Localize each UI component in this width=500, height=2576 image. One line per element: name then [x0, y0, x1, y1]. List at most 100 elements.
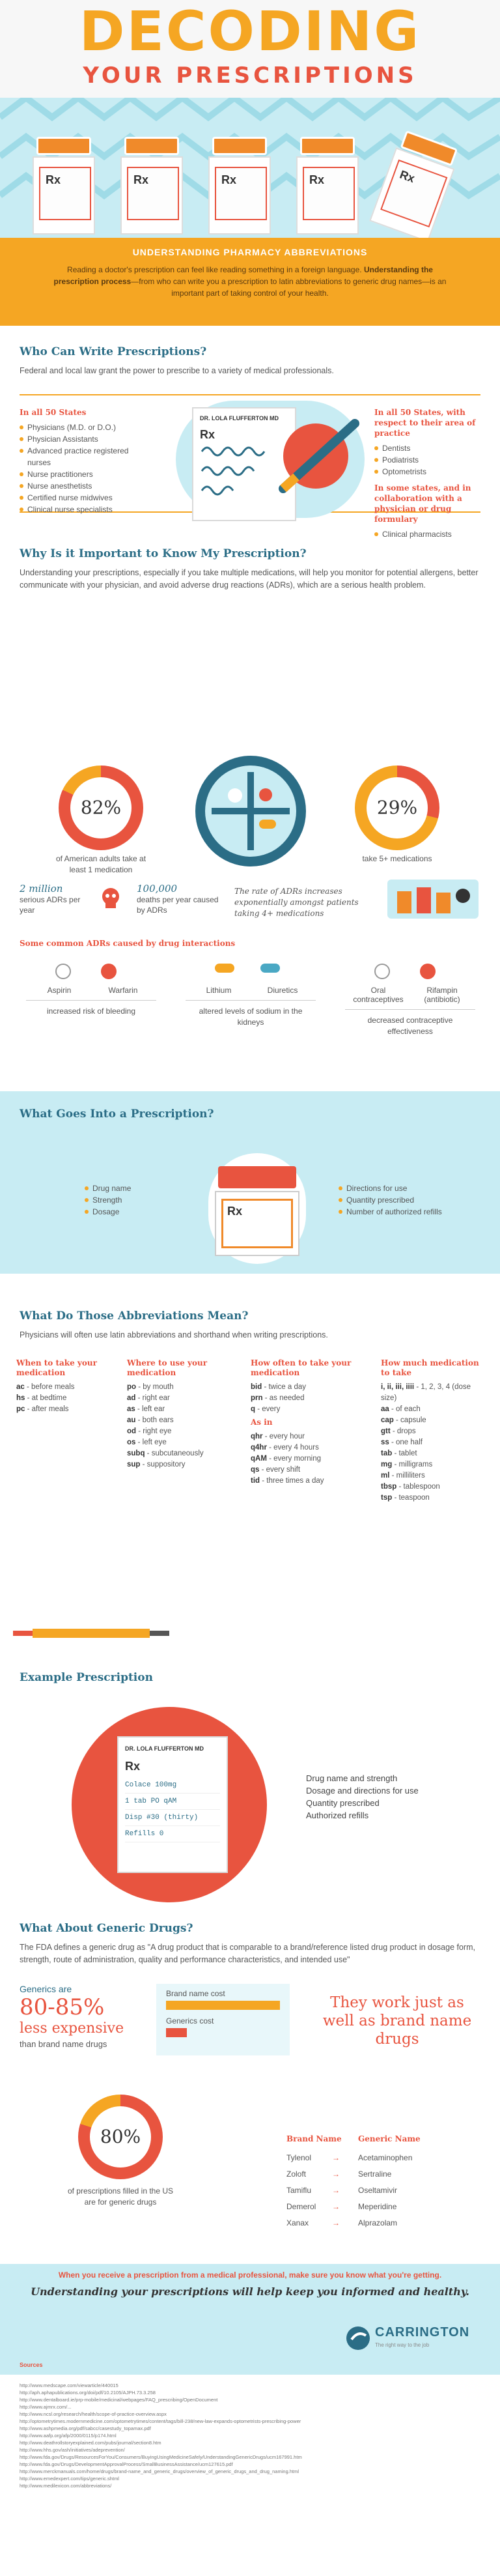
abbr-row: cap - capsule — [381, 1416, 426, 1424]
pen-icon — [13, 1629, 169, 1638]
source-link[interactable]: http://www.deathrollstoryexplained.com/p… — [20, 2440, 161, 2446]
legend-item: Dosage and directions for use — [306, 1786, 419, 1796]
section-subtitle: UNDERSTANDING PHARMACY ABBREVIATIONS — [132, 247, 368, 257]
list-item: Directions for use — [339, 1182, 469, 1194]
pill-icon — [26, 961, 156, 983]
intro-band: UNDERSTANDING PHARMACY ABBREVIATIONS Rea… — [0, 238, 500, 326]
generic-name: Oseltamivir — [358, 2186, 398, 2195]
list-item: Number of authorized refills — [339, 1206, 469, 1218]
source-link[interactable]: http://www.fda.gov/Drugs/ResourcesForYou… — [20, 2454, 302, 2460]
abbr-row: ac - before meals — [16, 1383, 75, 1391]
page-subtitle: YOUR PRESCRIPTIONS — [83, 63, 417, 89]
prescription-line: Refills 0 — [125, 1826, 220, 1842]
abbr-row: aa - of each — [381, 1405, 421, 1413]
list-item: Advanced practice registered nurses — [20, 445, 143, 468]
arrow-icon: → — [332, 2169, 340, 2179]
abbr-row: qs - every shift — [251, 1466, 301, 1474]
footer-band — [0, 2264, 500, 2375]
drug-name: Aspirin — [47, 986, 72, 995]
drug-name: Rifampin (antibiotic) — [424, 986, 460, 1004]
brand-name: Tylenol — [286, 2153, 312, 2162]
abbr-row: subq - subcutaneously — [127, 1450, 204, 1457]
source-link[interactable]: http://www.ashpmedia.org/pdf/sabcc/cases… — [20, 2426, 151, 2431]
list-item: Physicians (M.D. or D.O.) — [20, 422, 143, 433]
abbr-row: au - both ears — [127, 1416, 174, 1424]
stat-donut-80: 80% — [78, 2095, 163, 2179]
abbr-row: sup - suppository — [127, 1461, 186, 1468]
generic-title: What About Generic Drugs? — [20, 1922, 193, 1935]
footer-line1: When you receive a prescription from a m… — [58, 2270, 442, 2280]
stat-donut-82: 82% — [59, 766, 143, 850]
abbr-row: ss - one half — [381, 1438, 423, 1446]
sources-list: http://www.medscape.com/viewarticle/4400… — [20, 2382, 480, 2489]
source-link[interactable]: http://www.ajmrx.com/... — [20, 2404, 72, 2410]
adr-count-stat: 2 million serious ADRs per year — [20, 883, 81, 915]
generic-heading: Generic Name — [358, 2134, 421, 2143]
why-text: Understanding your prescriptions, especi… — [20, 568, 479, 590]
abbr-row: i, ii, iii, iiii - 1, 2, 3, 4 (dose size… — [381, 1383, 471, 1402]
abbr-row: mg - milligrams — [381, 1461, 433, 1468]
generic-name: Alprazolam — [358, 2218, 398, 2227]
brand-name: Zoloft — [286, 2169, 307, 2179]
abbr-row: ml - milliliters — [381, 1472, 425, 1480]
source-link[interactable]: http://www.fda.gov/Drugs/DevelopmentAppr… — [20, 2461, 233, 2467]
skull-icon — [98, 886, 124, 912]
abbr-row: bid - twice a day — [251, 1383, 306, 1391]
abbr-row: pc - after meals — [16, 1405, 69, 1413]
list-item: Drug name — [85, 1182, 202, 1194]
page-title: DECODING — [79, 0, 421, 63]
list-item: Strength — [85, 1194, 202, 1206]
source-link[interactable]: http://www.medilexicon.com/abbreviations… — [20, 2483, 112, 2489]
brand-name: Tamiflu — [286, 2186, 312, 2195]
pill-icon — [345, 961, 475, 983]
source-link[interactable]: http://www.emedexpert.com/tips/generic.s… — [20, 2476, 119, 2482]
interaction-effect: increased risk of bleeding — [46, 1007, 136, 1016]
abbr-column: How much medication to take i, ii, iii, i… — [381, 1358, 488, 1504]
pen-icon — [279, 419, 359, 493]
pill-bottle: Rx — [208, 137, 271, 235]
who-left-list: In all 50 States Physicians (M.D. or D.O… — [20, 407, 143, 515]
source-link[interactable]: http://www.ncsl.org/research/health/scop… — [20, 2411, 167, 2417]
abbr-row: ad - right ear — [127, 1394, 170, 1402]
list-item: Physician Assistants — [20, 433, 143, 445]
abbr-row: q4hr - every 4 hours — [251, 1444, 319, 1452]
source-link[interactable]: http://optometrytimes.modernmedicine.com… — [20, 2418, 301, 2424]
pill-bottle: Rx — [120, 137, 183, 235]
generic-claim: They work just as well as brand name dru… — [322, 1994, 472, 2048]
scribble-icon — [201, 446, 266, 496]
source-link[interactable]: http://www.dentalboard.ie/prp-mobile/med… — [20, 2397, 218, 2403]
legend-item: Quantity prescribed — [306, 1798, 380, 1808]
interaction-effect: decreased contraceptive effectiveness — [367, 1016, 453, 1036]
generic-text: The FDA defines a generic drug as "A dru… — [20, 1943, 475, 1964]
abbr-row: gtt - drops — [381, 1427, 416, 1435]
list-item: Clinical nurse specialists — [20, 504, 143, 515]
pill-organizer-icon — [195, 756, 306, 866]
source-link[interactable]: http://www.medscape.com/viewarticle/4400… — [20, 2383, 118, 2388]
generic-name: Sertraline — [358, 2169, 392, 2179]
abbr-row: hs - at bedtime — [16, 1394, 67, 1402]
divider — [20, 394, 480, 395]
list-item: Dosage — [85, 1206, 202, 1218]
source-link[interactable]: http://www.hhs.gov/ash/initiatives/adepr… — [20, 2447, 125, 2453]
bottles-icon — [387, 880, 479, 919]
prescription-pad: DR. LOLA FLUFFERTON MD Rx — [192, 407, 296, 521]
abbr-row: od - right eye — [127, 1427, 172, 1435]
source-link[interactable]: http://www.merckmanuals.com/home/drugs/b… — [20, 2469, 299, 2474]
abbr-row: tid - three times a day — [251, 1477, 324, 1485]
who-title: Who Can Write Prescriptions? — [20, 345, 207, 358]
source-link[interactable]: http://aph.aphapublications.org/doi/pdf/… — [20, 2390, 156, 2396]
drug-name: Lithium — [206, 986, 232, 995]
abbr-column: When to take your medication ac - before … — [16, 1358, 130, 1415]
list-item: Clinical pharmacists — [374, 528, 485, 540]
list-item: Quantity prescribed — [339, 1194, 469, 1206]
abbr-row: tbsp - tablespoon — [381, 1483, 440, 1491]
list-item: Nurse practitioners — [20, 468, 143, 480]
abbr-row: qhr - every hour — [251, 1433, 305, 1440]
drug-name: Warfarin — [108, 986, 138, 995]
list-item: Podiatrists — [374, 454, 485, 466]
abbr-column: How often to take your medication bid - t… — [251, 1358, 365, 1487]
arrow-icon: → — [332, 2202, 340, 2211]
carrington-logo[interactable]: CARRINGTON The right way to the job — [345, 2323, 482, 2355]
source-link[interactable]: http://www.aafp.org/afp/2000/0115/p174.h… — [20, 2433, 117, 2439]
pill-icon — [186, 961, 316, 983]
